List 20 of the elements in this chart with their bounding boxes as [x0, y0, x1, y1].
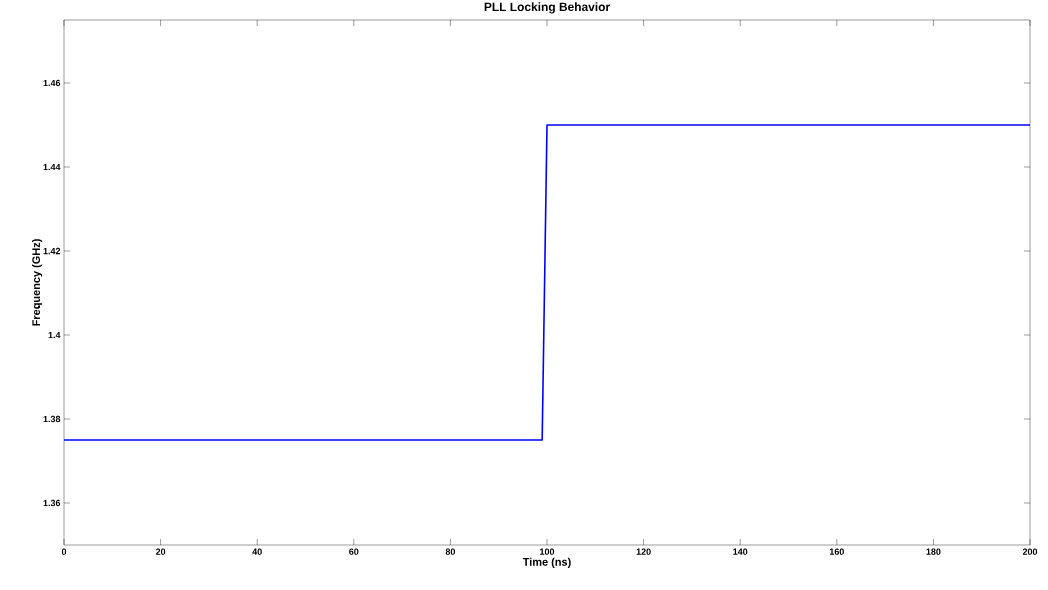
y-tick-label: 1.38 — [43, 415, 61, 423]
x-axis-title: Time (ns) — [522, 557, 571, 568]
y-tick-label: 1.36 — [43, 499, 61, 507]
x-tick-label: 140 — [733, 548, 748, 555]
y-tick-label: 1.44 — [43, 163, 61, 171]
y-axis-title: Frequency (GHz) — [31, 239, 43, 326]
y-tick-label: 1.4 — [48, 331, 61, 339]
x-tick-label: 40 — [252, 548, 262, 555]
x-tick-label: 120 — [636, 548, 651, 555]
y-tick-label: 1.42 — [43, 247, 61, 255]
x-tick-label: 200 — [1022, 548, 1038, 555]
x-tick-label: 100 — [540, 548, 555, 555]
chart-title: PLL Locking Behavior — [484, 2, 610, 14]
x-tick-label: 20 — [155, 548, 166, 555]
x-tick-label: 80 — [445, 548, 456, 555]
x-tick-label: 160 — [829, 548, 844, 555]
x-tick-label: 60 — [349, 548, 359, 555]
y-tick-label: 1.46 — [43, 79, 61, 87]
x-tick-label: 180 — [926, 548, 941, 555]
x-tick-label: 0 — [61, 548, 67, 555]
